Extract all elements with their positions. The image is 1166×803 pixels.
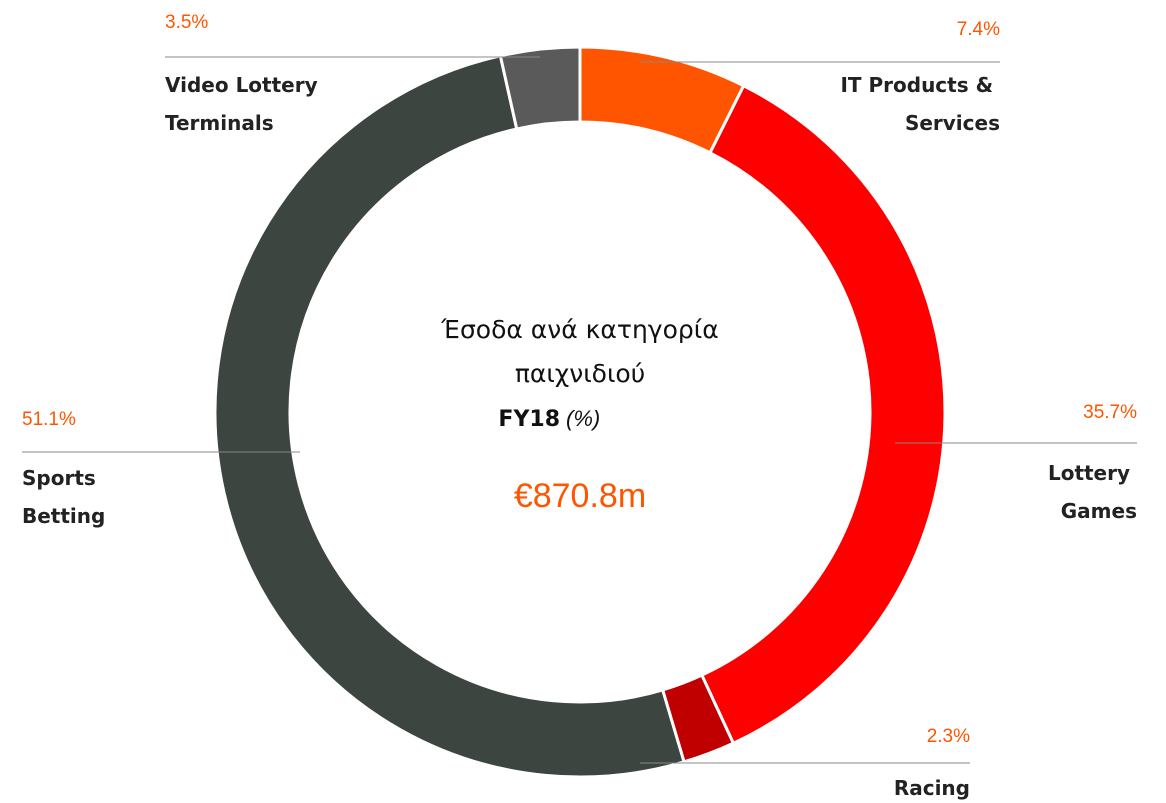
category-label-line: Services [905,111,1000,135]
value-label: 35.7% [1083,402,1137,423]
category-label-line: IT Products & [840,73,1000,97]
category-label: Racing [894,776,970,800]
category-label: Sports Betting [22,466,105,528]
center-unit: (%) [566,406,600,431]
donut-segment [699,83,947,746]
donut-segment [498,45,582,131]
value-label: 2.3% [927,726,970,747]
category-label: IT Products & Services [840,73,1000,135]
center-subtitle: FY18 [498,407,560,432]
value-label: 51.1% [22,409,76,430]
category-label-line: Sports [22,466,103,490]
value-label: 7.4% [957,19,1000,40]
center-title: Έσοδα ανά κατηγορία [440,315,718,344]
category-label-line: Games [1061,499,1137,523]
category-label-line: Betting [22,504,105,528]
value-label: 3.5% [165,12,208,33]
category-label-line: Lottery [1048,461,1137,485]
center-total: €870.8m [514,477,646,515]
center-title: παιχνιδιού [515,359,645,388]
category-label-line: Video Lottery [165,73,325,97]
category-label-line: Terminals [165,111,274,135]
donut-segment [213,53,686,779]
category-label: Video Lottery Terminals [165,73,325,135]
category-label: Lottery Games [1048,461,1137,523]
